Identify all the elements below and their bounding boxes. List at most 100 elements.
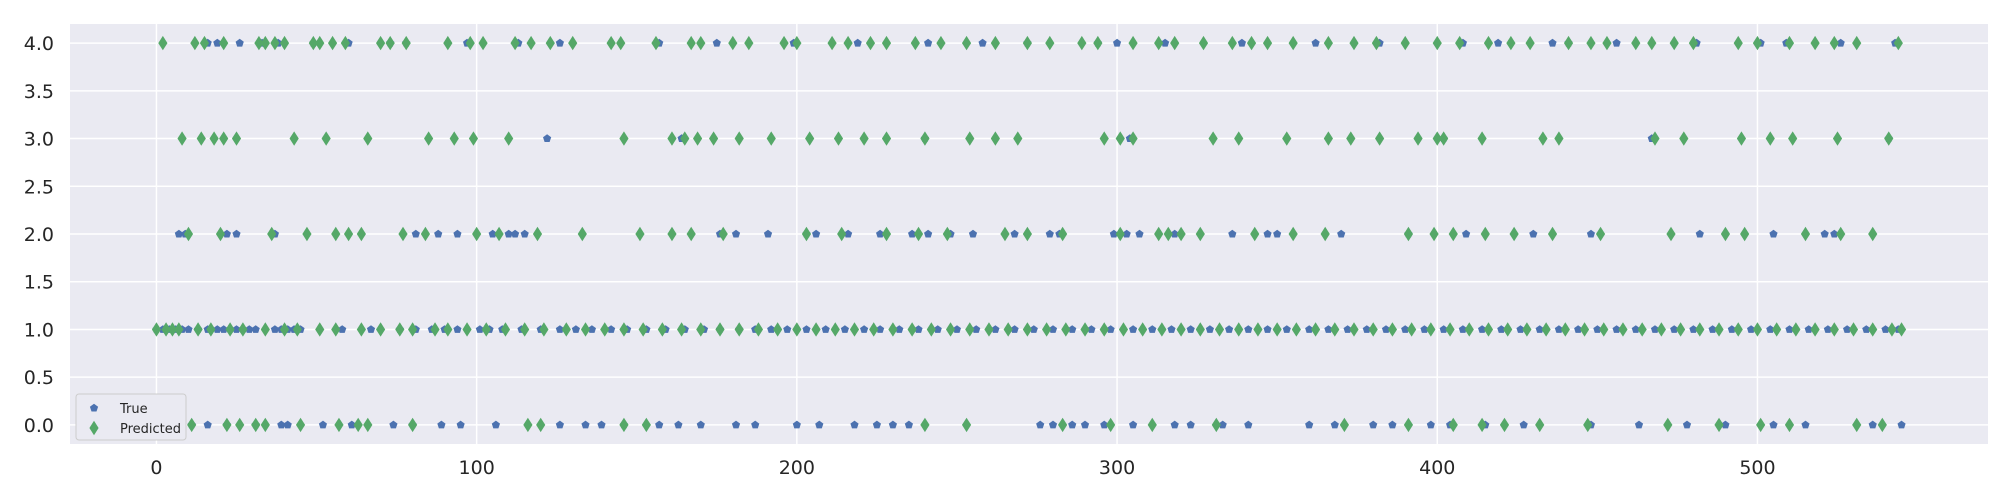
predicted-point [420,226,431,242]
true-point [235,38,244,47]
predicted-point [651,35,661,51]
true-point [1228,229,1237,238]
true-point [767,325,776,333]
predicted-point [1176,226,1186,242]
predicted-point [1403,417,1414,433]
predicted-point [375,35,386,51]
predicted-point [443,35,453,51]
predicted-point [187,417,197,433]
predicted-point [308,35,318,51]
predicted-point [753,322,764,337]
predicted-point [1836,226,1846,242]
predicted-point [1464,322,1474,337]
true-point [1148,325,1157,333]
predicted-point [385,35,395,51]
true-point [972,325,981,333]
predicted-point [536,417,546,433]
predicted-point [667,131,677,146]
predicted-point [792,35,802,51]
predicted-point [1250,226,1260,242]
predicted-point [343,226,354,242]
predicted-point [667,226,677,242]
predicted-point [1371,35,1382,51]
predicted-point [353,417,363,433]
true-point [1862,325,1871,333]
predicted-point [1647,35,1657,51]
predicted-point [363,417,373,433]
true-point [978,38,987,47]
true-point [696,420,705,429]
true-point [1426,420,1435,429]
true-point [1708,325,1717,333]
predicted-point [1288,226,1298,242]
predicted-point [1848,322,1859,337]
predicted-point [830,322,840,337]
predicted-point [443,322,453,337]
true-point [1218,420,1227,429]
y-axis-ticks: 0.0 0.5 1.0 1.5 2.0 2.5 3.0 3.5 4.0 [24,33,54,437]
y-tick-label: 4.0 [24,33,54,55]
true-point [844,229,853,238]
true-point [783,325,792,333]
predicted-point [744,35,754,51]
predicted-point [1058,226,1068,242]
predicted-point [260,417,270,433]
predicted-point [478,35,488,51]
predicted-point [1525,35,1535,51]
true-point [434,229,443,238]
predicted-point [315,35,325,51]
predicted-point [1563,35,1574,51]
predicted-point [219,131,229,146]
y-tick-label: 0.5 [24,367,54,389]
predicted-point [734,322,744,337]
predicted-point [1740,226,1750,242]
predicted-point [292,322,302,337]
predicted-point [779,35,789,51]
predicted-point [577,226,587,242]
predicted-point [718,226,728,242]
true-point [1129,420,1138,429]
predicted-point [1756,417,1766,433]
predicted-point [1733,35,1743,51]
predicted-point [1003,322,1013,337]
true-point [213,38,222,47]
true-point [184,325,193,333]
predicted-point [773,322,783,337]
true-point [1801,420,1810,429]
series-predicted [151,35,1907,433]
predicted-point [635,226,645,242]
predicted-point [1080,322,1090,337]
predicted-point [289,131,299,146]
predicted-point [327,35,338,51]
predicted-point [961,417,972,433]
predicted-point [811,322,821,337]
predicted-point [715,322,725,337]
true-point [1785,325,1794,333]
predicted-point [1291,322,1301,337]
predicted-point [1426,322,1436,337]
true-point [555,38,564,47]
predicted-point [1506,35,1516,51]
predicted-point [1720,226,1731,242]
true-point [318,420,327,429]
y-tick-label: 0.0 [24,415,54,437]
predicted-point [1887,322,1897,337]
predicted-point [657,322,667,337]
legend-marker-true [89,403,99,412]
true-point [411,229,420,238]
predicted-point [1208,131,1218,146]
predicted-point [728,35,738,51]
predicted-point [270,35,280,51]
predicted-point [321,131,331,146]
predicted-point [267,226,277,242]
predicted-point [1829,322,1839,337]
predicted-point [1868,226,1878,242]
true-point [924,38,933,47]
true-point [277,420,286,429]
true-point [366,325,376,333]
predicted-point [1375,131,1385,146]
true-point [1311,38,1320,47]
true-point [1263,325,1272,333]
true-point [1478,325,1487,333]
